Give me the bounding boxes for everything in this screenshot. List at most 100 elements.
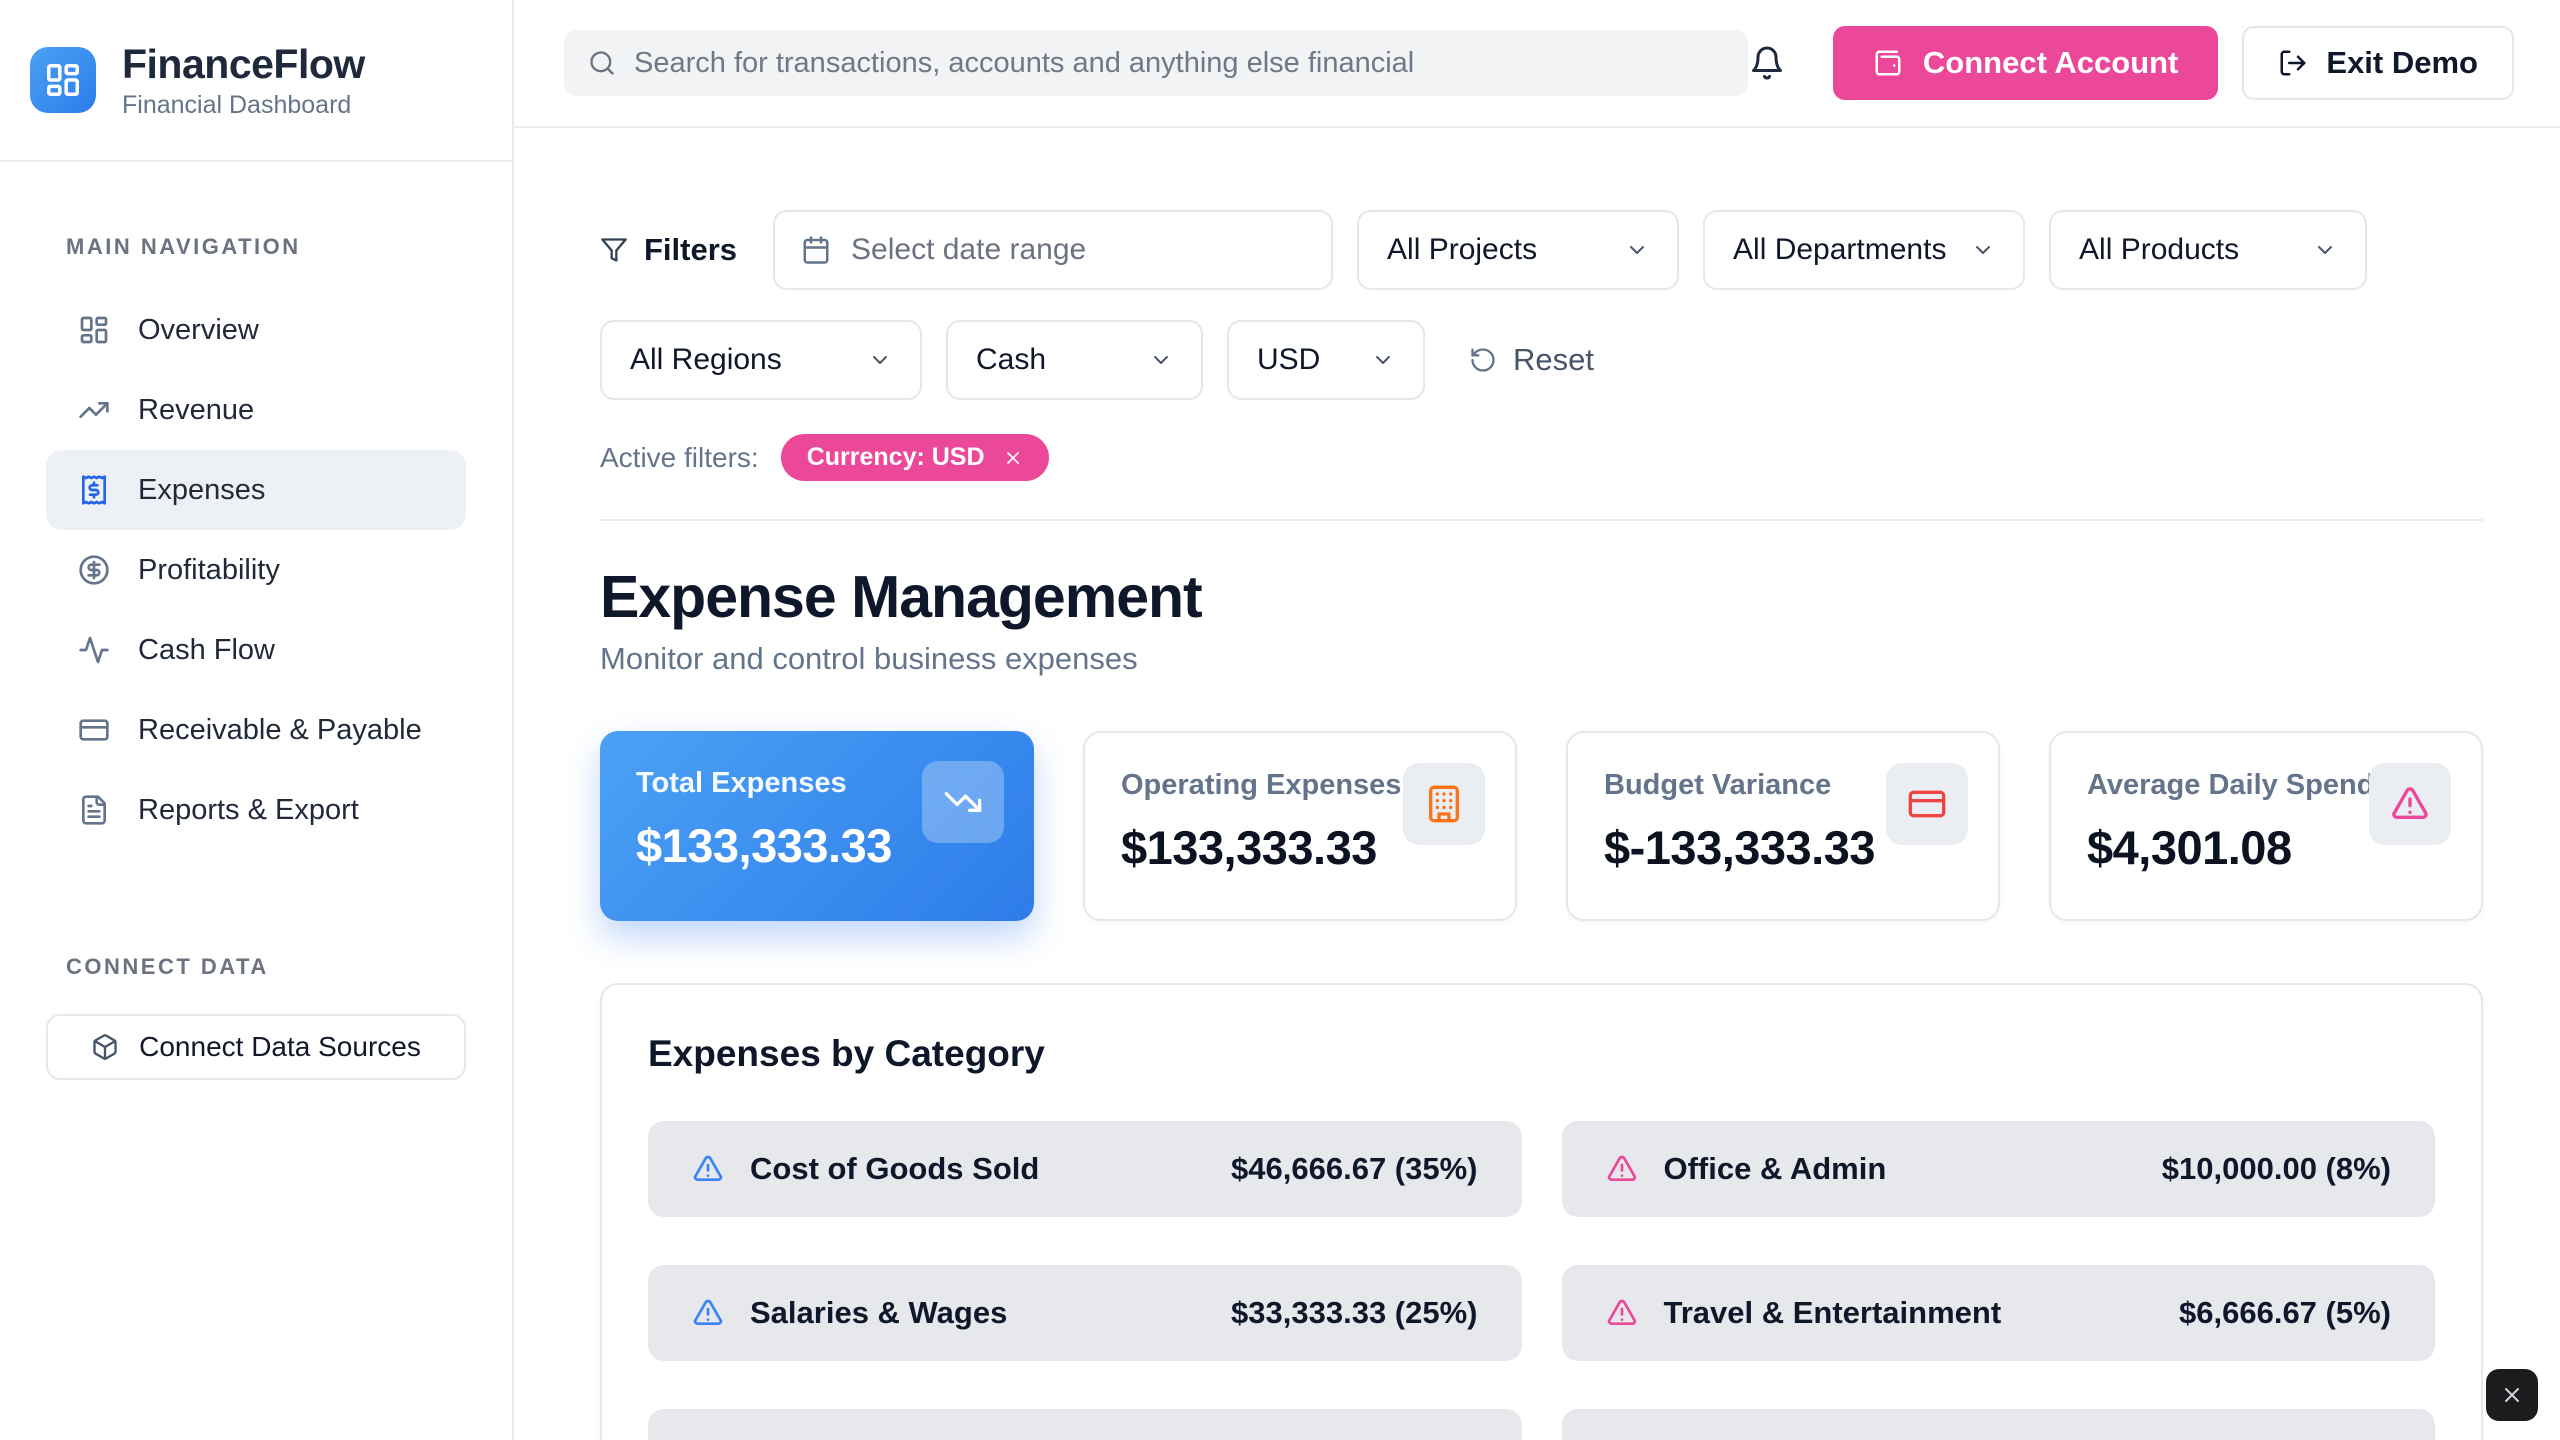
page-subtitle: Monitor and control business expenses — [600, 641, 1138, 676]
filter-select-usd[interactable]: USD — [1227, 320, 1425, 400]
filter-select-all-products[interactable]: All Products — [2049, 210, 2368, 290]
stat-cards: Total Expenses $133,333.33 Operating Expen… — [600, 731, 2483, 921]
building-icon — [1429, 785, 1459, 823]
filters-row-1: Filters Select date range All Projects Al… — [600, 210, 2483, 290]
chevron-down-icon — [1154, 356, 1168, 364]
filter-select-all-regions[interactable]: All Regions — [600, 320, 922, 400]
funnel-icon — [600, 236, 628, 264]
search-input[interactable] — [634, 46, 1724, 80]
connect-account-label: Connect Account — [1922, 45, 2179, 80]
stat-value: $4,301.08 — [2087, 821, 2292, 874]
filter-select-cash[interactable]: Cash — [946, 320, 1203, 400]
sidebar-item-profitability[interactable]: Profitability — [46, 530, 466, 610]
filter-select-value: All Departments — [1733, 233, 1947, 266]
exit-demo-button[interactable]: Exit Demo — [2242, 26, 2514, 100]
stat-label: Average Daily Spend — [2087, 769, 2375, 801]
brand-name: FinanceFlow — [122, 40, 365, 87]
chevron-down-icon — [2318, 246, 2333, 254]
stat-label: Budget Variance — [1604, 769, 1832, 801]
category-row-marketing: Marketing$20,000.00 (15%) — [648, 1409, 1522, 1440]
trending-up-icon — [79, 402, 109, 418]
bell-icon — [1749, 45, 1785, 81]
filter-select-all-departments[interactable]: All Departments — [1703, 210, 2026, 290]
chevron-down-icon — [1376, 356, 1390, 364]
brand: FinanceFlow Financial Dashboard — [0, 0, 512, 162]
sidebar-item-label: Receivable & Payable — [138, 713, 422, 746]
close-x-icon — [2500, 1383, 2524, 1407]
chip-remove-button[interactable] — [1003, 448, 1023, 468]
stat-icon-box — [1886, 763, 1968, 845]
file-text-icon — [82, 795, 106, 825]
categories-grid: Cost of Goods Sold $46,666.67 (35%) Office… — [648, 1121, 2435, 1440]
sidebar-item-label: Overview — [138, 313, 259, 346]
dashboard-icon — [80, 316, 108, 344]
sidebar-item-cash-flow[interactable]: Cash Flow — [46, 610, 466, 690]
sidebar-item-revenue[interactable]: Revenue — [46, 370, 466, 450]
date-range-picker[interactable]: Select date range — [773, 210, 1334, 290]
stat-icon-box — [2369, 763, 2451, 845]
search-box[interactable] — [564, 30, 1748, 96]
categories-title: Expenses by Category — [648, 1033, 1045, 1074]
receipt-icon — [82, 475, 106, 505]
filters-label-text: Filters — [644, 232, 738, 267]
package-icon — [91, 1033, 119, 1061]
brand-subtitle: Financial Dashboard — [122, 90, 352, 119]
category-row-salaries-wages: Salaries & Wages $33,333.33 (25%) — [648, 1265, 1522, 1361]
date-range-placeholder: Select date range — [851, 233, 1087, 266]
stat-card-operating-expenses[interactable]: Operating Expenses $133,333.33 — [1083, 731, 1517, 921]
alert-triangle-icon — [1607, 1155, 1636, 1181]
filter-select-value: Cash — [976, 343, 1047, 376]
chevron-down-icon — [1630, 246, 1645, 254]
sidebar-item-overview[interactable]: Overview — [46, 290, 466, 370]
category-value: $6,666.67 (5%) — [2179, 1295, 2391, 1330]
stat-card-total-expenses[interactable]: Total Expenses $133,333.33 — [600, 731, 1034, 921]
stat-card-budget-variance[interactable]: Budget Variance $-133,333.33 — [1566, 731, 2000, 921]
sidebar-nav: MAIN NAVIGATION Overview Revenue Expenses P… — [0, 234, 512, 1080]
active-filter-chip-label: Currency: USD — [806, 443, 985, 471]
category-value: $46,666.67 (35%) — [1231, 1151, 1478, 1186]
sidebar-item-reports-export[interactable]: Reports & Export — [46, 770, 466, 850]
sidebar: FinanceFlow Financial Dashboard MAIN NAV… — [0, 0, 514, 1440]
topbar: Connect Account Exit Demo — [514, 0, 2560, 128]
sidebar-item-label: Reports & Export — [138, 793, 359, 826]
close-button[interactable] — [2486, 1369, 2538, 1421]
connect-data-sources-label: Connect Data Sources — [139, 1031, 421, 1062]
credit-card-icon — [79, 719, 109, 741]
stat-label: Total Expenses — [636, 767, 847, 799]
category-label: Office & Admin — [1663, 1151, 1887, 1186]
filter-select-value: USD — [1257, 343, 1321, 376]
active-filter-chip: Currency: USD — [780, 434, 1049, 481]
page-title: Expense Management — [600, 564, 1203, 630]
category-value: $10,000.00 (8%) — [2161, 1151, 2391, 1186]
wallet-icon — [1873, 48, 1903, 78]
reset-filters-button[interactable]: Reset — [1469, 342, 1594, 378]
filters-label: Filters — [600, 232, 737, 268]
exit-demo-label: Exit Demo — [2326, 45, 2478, 80]
alert-triangle-icon — [693, 1155, 723, 1181]
sidebar-item-receivable-payable[interactable]: Receivable & Payable — [46, 690, 466, 770]
category-row-cost-of-goods-sold: Cost of Goods Sold $46,666.67 (35%) — [648, 1121, 1522, 1217]
filter-select-all-projects[interactable]: All Projects — [1357, 210, 1680, 290]
sidebar-item-label: Expenses — [138, 473, 266, 506]
notifications-button[interactable] — [1749, 45, 1785, 81]
rotate-ccw-icon — [1469, 346, 1497, 374]
sidebar-nav-list: Overview Revenue Expenses Profitability Cash… — [46, 290, 466, 850]
alert-triangle-icon — [693, 1299, 723, 1325]
filters-row-2: All Regions Cash USD Reset — [600, 320, 2483, 400]
stat-card-average-daily-spend[interactable]: Average Daily Spend $4,301.08 — [2049, 731, 2483, 921]
category-row-office-admin: Office & Admin $10,000.00 (8%) — [1561, 1121, 2435, 1217]
category-label: Salaries & Wages — [750, 1295, 1008, 1330]
connect-account-button[interactable]: Connect Account — [1832, 26, 2219, 100]
category-row-professional-services: Professional Services$3,333.33 (3%) — [1561, 1409, 2435, 1440]
sidebar-item-expenses[interactable]: Expenses — [46, 450, 466, 530]
stat-icon-box — [1403, 763, 1485, 845]
log-out-icon — [2278, 48, 2308, 78]
connect-data-sources-button[interactable]: Connect Data Sources — [46, 1014, 466, 1080]
credit-card-icon — [1908, 790, 1946, 818]
category-label: Cost of Goods Sold — [750, 1151, 1040, 1186]
sidebar-item-label: Revenue — [138, 393, 255, 426]
sidebar-item-label: Profitability — [138, 553, 280, 586]
alert-triangle-icon — [1607, 1299, 1636, 1325]
search-icon — [588, 49, 616, 77]
